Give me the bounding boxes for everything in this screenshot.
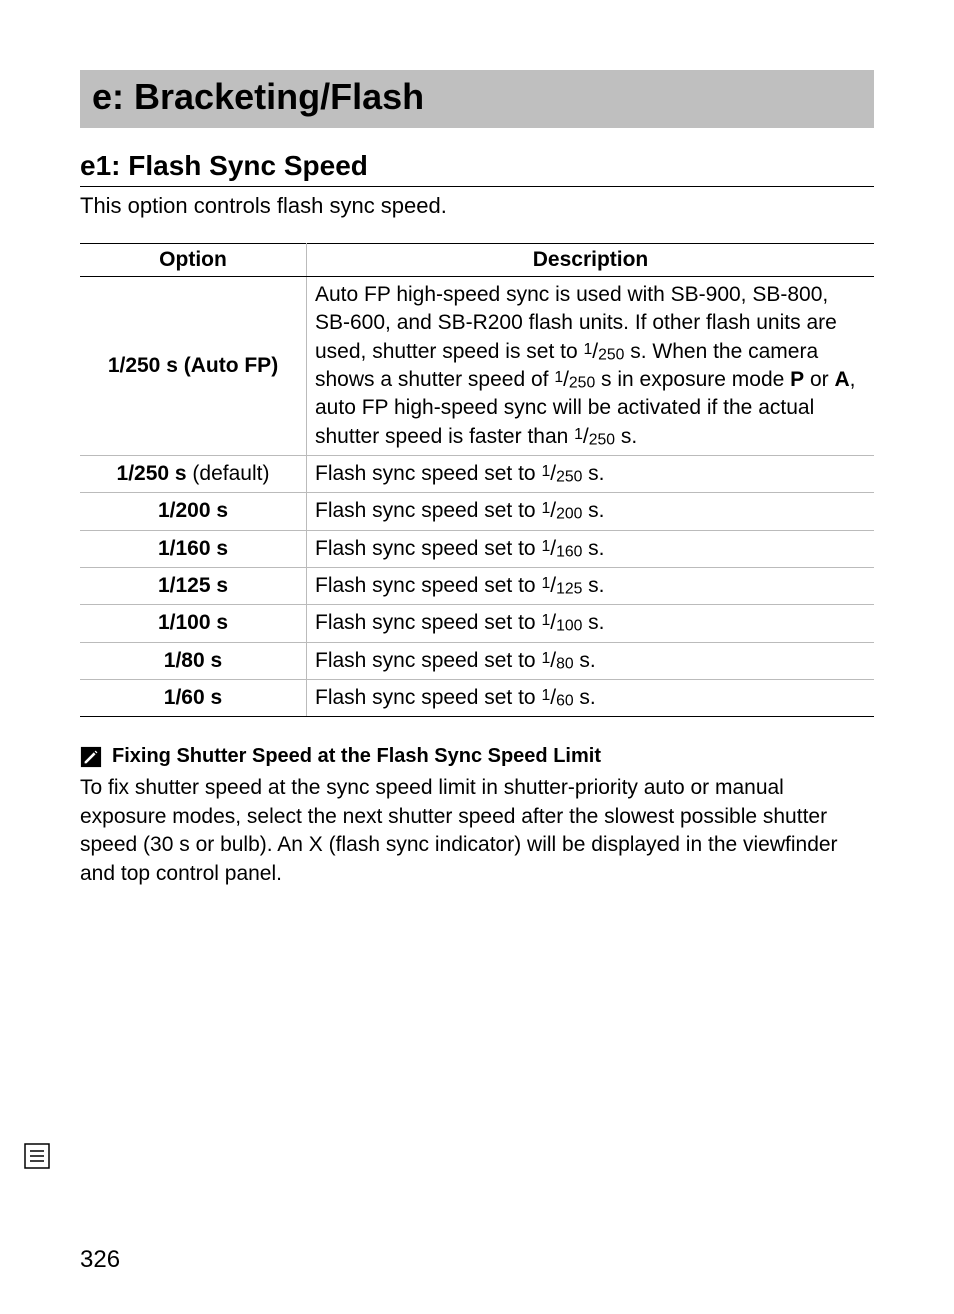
option-cell: 1/80 s [80,642,307,679]
table-row: 1/60 sFlash sync speed set to 1/60 s. [80,680,874,717]
description-cell: Auto FP high-speed sync is used with SB-… [307,277,875,456]
column-header-description: Description [307,244,875,277]
menu-side-icon [24,1143,50,1174]
manual-page: e: Bracketing/Flash e1: Flash Sync Speed… [0,0,954,1314]
description-cell: Flash sync speed set to 1/250 s. [307,456,875,493]
option-cell: 1/160 s [80,530,307,567]
page-number: 326 [80,1246,120,1274]
options-table: Option Description 1/250 s (Auto FP)Auto… [80,243,874,717]
table-row: 1/250 s (default)Flash sync speed set to… [80,456,874,493]
description-cell: Flash sync speed set to 1/60 s. [307,680,875,717]
sub-section-header: e1: Flash Sync Speed [80,150,874,184]
description-cell: Flash sync speed set to 1/100 s. [307,605,875,642]
table-row: 1/100 sFlash sync speed set to 1/100 s. [80,605,874,642]
table-row: 1/125 sFlash sync speed set to 1/125 s. [80,568,874,605]
table-header-row: Option Description [80,244,874,277]
option-cell: 1/200 s [80,493,307,530]
sub-section-rule [80,186,874,187]
column-header-option: Option [80,244,307,277]
description-cell: Flash sync speed set to 1/200 s. [307,493,875,530]
note-heading: Fixing Shutter Speed at the Flash Sync S… [80,745,874,768]
table-row: 1/80 sFlash sync speed set to 1/80 s. [80,642,874,679]
description-cell: Flash sync speed set to 1/160 s. [307,530,875,567]
section-header: e: Bracketing/Flash [80,70,874,128]
note-body: To fix shutter speed at the sync speed l… [80,774,874,887]
option-cell: 1/125 s [80,568,307,605]
description-cell: Flash sync speed set to 1/80 s. [307,642,875,679]
description-cell: Flash sync speed set to 1/125 s. [307,568,875,605]
option-cell: 1/60 s [80,680,307,717]
table-row: 1/200 sFlash sync speed set to 1/200 s. [80,493,874,530]
intro-text: This option controls flash sync speed. [80,193,874,219]
option-cell: 1/250 s (default) [80,456,307,493]
note-title: Fixing Shutter Speed at the Flash Sync S… [112,745,601,768]
table-row: 1/160 sFlash sync speed set to 1/160 s. [80,530,874,567]
option-cell: 1/100 s [80,605,307,642]
table-row: 1/250 s (Auto FP)Auto FP high-speed sync… [80,277,874,456]
pencil-icon [80,746,102,768]
option-cell: 1/250 s (Auto FP) [80,277,307,456]
